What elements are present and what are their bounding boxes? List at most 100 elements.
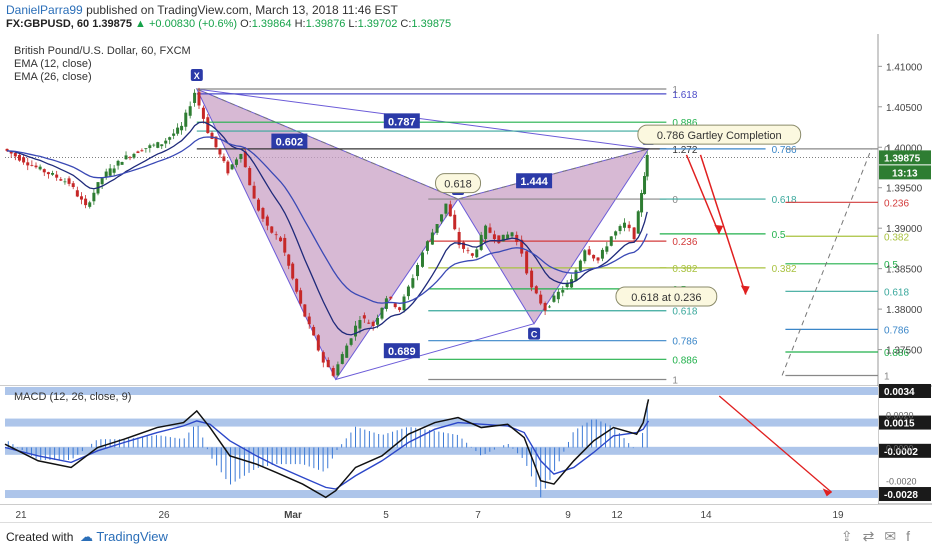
candle-body — [643, 175, 647, 195]
candle-body — [257, 199, 261, 211]
candle-body — [287, 254, 291, 266]
candle-body — [534, 286, 538, 294]
candle-body — [261, 207, 265, 219]
candle-body — [543, 303, 547, 311]
fib-level-label: 0.5 — [772, 230, 786, 241]
candle-body — [605, 246, 609, 252]
macd-value-badge — [879, 487, 931, 502]
candle-body — [520, 239, 524, 254]
share-icon[interactable]: ⇪ — [840, 528, 863, 544]
tradingview-logo[interactable]: ☁ TradingView — [80, 529, 168, 544]
candle-body — [627, 224, 631, 229]
candle-body — [556, 291, 560, 300]
time-tick-label: 21 — [15, 510, 27, 521]
candle-body — [506, 234, 510, 240]
point-marker-label: C — [531, 330, 538, 340]
candle-body — [144, 148, 148, 150]
candle-body — [34, 165, 38, 168]
macd-projection-arrow — [718, 395, 833, 493]
countdown-badge-text: 13:13 — [892, 168, 918, 179]
axes-layer: 1.41000 1.40500 1.40000 1.39500 1.39000 1.385… — [15, 62, 931, 521]
candle-body — [645, 155, 649, 177]
callout-bubble — [637, 124, 802, 145]
facebook-icon[interactable]: f — [906, 528, 920, 544]
pattern-fill-bcd — [457, 148, 650, 325]
pattern-line-ac — [335, 323, 535, 381]
candle-body — [510, 232, 514, 237]
candle-body — [214, 136, 218, 148]
price-tick-label: 1.39000 — [886, 224, 923, 235]
callout-text: 0.786 Gartley Completion — [657, 130, 782, 142]
open-label: O: — [240, 18, 252, 30]
last-price: 1.39875 — [92, 18, 132, 30]
candle-body — [596, 257, 600, 261]
price-tick-label: 1.38000 — [886, 305, 923, 316]
macd-value-badge — [879, 415, 931, 430]
candle-body — [470, 253, 474, 256]
candle-body — [156, 142, 160, 148]
candle-body — [303, 304, 307, 317]
fib-level-label: 0.618 — [772, 195, 797, 206]
price-layer — [5, 87, 649, 378]
candle-body — [475, 249, 479, 258]
candle-body — [358, 320, 362, 329]
author-link[interactable]: DanielParra99 — [6, 3, 83, 17]
candle-body — [548, 306, 552, 308]
link-icon[interactable]: ⇄ — [862, 528, 885, 544]
fib-level-label: 0.886 — [672, 118, 697, 129]
candle-body — [371, 321, 375, 327]
ratio-badge-text: 0.602 — [276, 137, 304, 149]
symbol-label: FX:GBPUSD, 60 — [6, 18, 90, 30]
candle-body — [38, 166, 42, 170]
candle-body — [148, 145, 152, 149]
candle-body — [92, 192, 96, 202]
created-with-text: Created with — [6, 530, 74, 544]
time-tick-label: Mar — [284, 510, 302, 521]
countdown-badge — [879, 165, 931, 180]
candle-body — [197, 92, 201, 106]
candle-body — [430, 232, 434, 245]
time-tick-label: 12 — [611, 510, 623, 521]
fib-level-label: 0 — [672, 195, 678, 206]
fib-level-label: 0.618 — [884, 287, 909, 298]
candle-body — [331, 368, 335, 376]
chart-canvas[interactable]: 11.6180.8861.4141.27200.2360.3820.50.618… — [0, 34, 932, 522]
candle-body — [398, 307, 402, 311]
close-label: C: — [400, 18, 412, 30]
candle-body — [55, 174, 59, 178]
chart-header: DanielParra99 published on TradingView.c… — [0, 0, 932, 34]
twitter-icon[interactable]: ✉ — [884, 528, 907, 544]
candle-body — [587, 249, 591, 255]
candle-body — [448, 204, 452, 217]
projection-trendline — [781, 148, 872, 376]
high-label: H: — [294, 18, 306, 30]
candle-body — [283, 237, 287, 253]
price-tick-label: 1.37500 — [886, 346, 923, 357]
candle-body — [600, 249, 604, 259]
candle-body — [632, 227, 636, 240]
candle-body — [42, 169, 46, 173]
callout-bubble — [615, 286, 718, 307]
candle-body — [252, 185, 256, 199]
fib-level-label: 0.786 — [672, 337, 697, 348]
candle-body — [71, 183, 75, 188]
candle-body — [479, 234, 483, 250]
candle-body — [362, 315, 366, 319]
candle-body — [184, 112, 188, 127]
candle-body — [188, 106, 192, 116]
candle-body — [425, 241, 429, 251]
ratio-badge — [383, 113, 420, 129]
labels-layer: 0.618 0.786 Gartley Completion 0.618 at 0.… — [435, 124, 872, 376]
candle-body — [406, 286, 410, 297]
pattern-line-xb — [196, 88, 459, 200]
candle-body — [457, 232, 461, 246]
candle-body — [17, 154, 21, 161]
publish-line: DanielParra99 published on TradingView.c… — [6, 3, 398, 17]
macd-value-badge — [879, 443, 931, 458]
candle-body — [336, 364, 340, 376]
candle-body — [561, 290, 565, 293]
share-icons[interactable]: ⇪⇄✉f — [841, 528, 920, 545]
fib-level-label: 0.382 — [772, 264, 797, 275]
candle-body — [248, 168, 252, 186]
candle-body — [63, 181, 67, 183]
